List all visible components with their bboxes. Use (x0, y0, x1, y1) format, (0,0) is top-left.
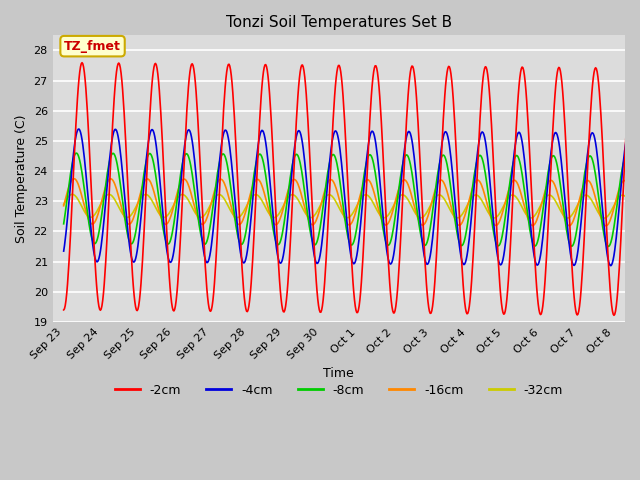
Y-axis label: Soil Temperature (C): Soil Temperature (C) (15, 114, 28, 243)
Legend: -2cm, -4cm, -8cm, -16cm, -32cm: -2cm, -4cm, -8cm, -16cm, -32cm (109, 379, 568, 402)
Text: TZ_fmet: TZ_fmet (64, 40, 121, 53)
Title: Tonzi Soil Temperatures Set B: Tonzi Soil Temperatures Set B (226, 15, 452, 30)
X-axis label: Time: Time (323, 367, 354, 380)
